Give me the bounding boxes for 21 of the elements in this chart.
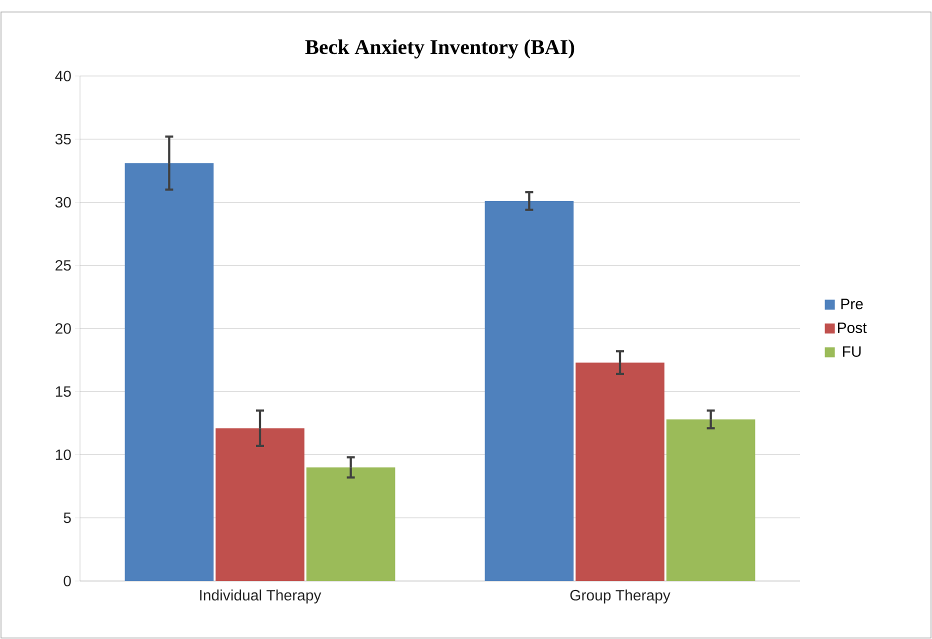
- y-tick-label: 30: [55, 196, 71, 208]
- y-tick-label: 0: [64, 576, 71, 586]
- y-tick-label: 40: [55, 70, 71, 82]
- x-tick-label: Individual Therapy: [200, 590, 322, 604]
- bar: [484, 200, 574, 581]
- bar: [216, 428, 304, 581]
- y-tick-label: 5: [64, 512, 71, 524]
- bar: [666, 419, 756, 581]
- bar: [576, 362, 664, 581]
- y-tick-label: 25: [56, 260, 71, 271]
- y-tick-label: 15: [56, 386, 71, 397]
- x-tick-label: Group Therapy: [570, 590, 670, 604]
- y-tick-label: 20: [56, 323, 71, 334]
- chart-title: Beck Anxiety Inventory (BAI): [305, 39, 574, 58]
- y-tick-label: 10: [56, 449, 71, 460]
- legend-label: FU: [843, 346, 861, 357]
- bar: [124, 163, 214, 581]
- y-tick-label: 35: [55, 134, 71, 144]
- legend-label: Pre: [841, 298, 863, 310]
- legend-label: Post: [838, 322, 867, 334]
- bar: [306, 467, 396, 581]
